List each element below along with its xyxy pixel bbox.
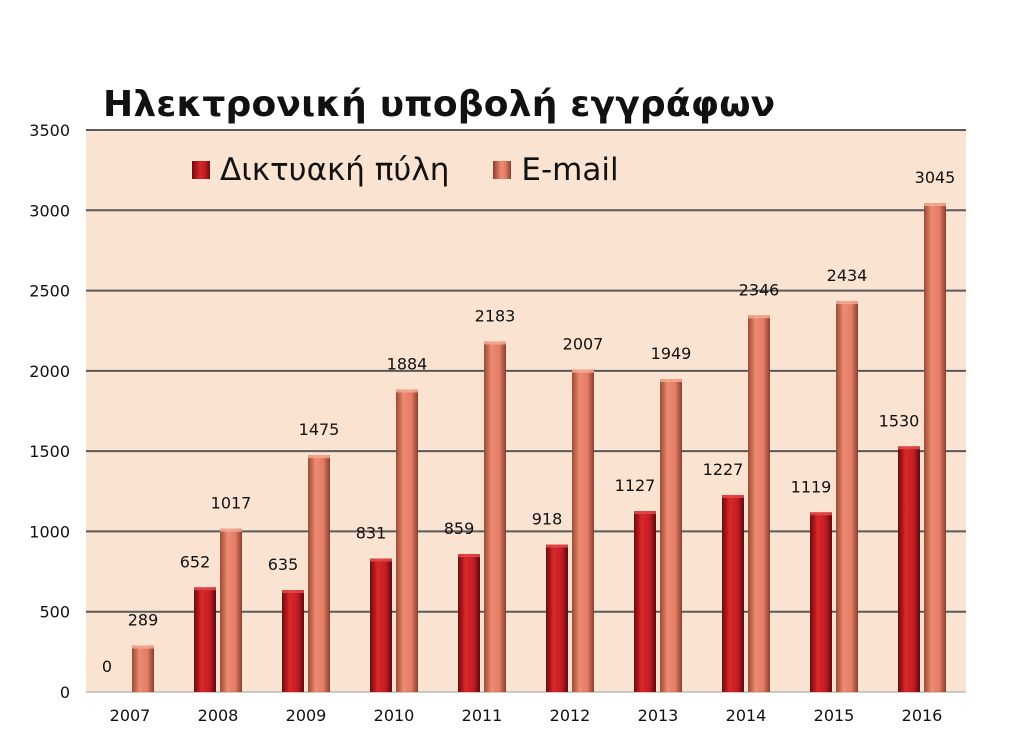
x-tick-label: 2010 [374,706,415,725]
legend-swatch-email [493,161,512,179]
bar-portal-top [282,590,304,594]
plot-area [86,130,966,692]
x-tick-label: 2014 [726,706,767,725]
bar-portal-top [898,446,920,450]
bar-portal [282,590,304,692]
y-tick-label: 1500 [29,442,70,461]
data-label-email: 3045 [915,168,956,187]
bar-email [924,203,946,692]
bar-portal [370,558,392,692]
bar-portal-top [810,512,832,516]
bar-portal [722,494,744,692]
chart-title: Ηλεκτρονική υποβολή εγγράφων [103,84,776,125]
bars [132,203,946,692]
x-tick-label: 2008 [198,706,239,725]
y-tick-label: 3500 [29,121,70,140]
legend: Δικτυακή πύλη E-mail [192,150,663,190]
bar-email-top [484,341,506,345]
x-axis: 2007 2008 2009 2010 2011 2012 2013 2014 2015 2016 [110,706,943,725]
x-tick-label: 2012 [550,706,591,725]
x-tick-label: 2013 [638,706,679,725]
bar-email [836,301,858,692]
bar-email-top [572,369,594,373]
bar-email-top [396,389,418,393]
y-tick-label: 1000 [29,522,70,541]
bar-email [572,369,594,692]
bar-email [308,455,330,692]
bar-portal [546,544,568,692]
bar-portal [194,587,216,692]
data-label-portal: 0 [102,657,112,676]
bar-email-top [836,301,858,305]
bar-email-top [924,203,946,207]
y-tick-label: 2000 [29,362,70,381]
bar-email-top [660,379,682,383]
bar-portal [634,511,656,692]
x-tick-label: 2011 [462,706,503,725]
data-label-portal: 1119 [791,477,832,496]
data-labels: 0 289 652 1017 635 1475 831 1884 859 2183 918 2007 1… [102,168,955,676]
data-label-portal: 652 [180,552,211,571]
bar-portal-top [194,587,216,591]
bar-portal [458,554,480,692]
data-label-portal: 831 [356,524,387,543]
y-tick-label: 0 [60,683,70,702]
bar-portal-top [546,544,568,548]
x-tick-label: 2016 [902,706,943,725]
legend-item-email: E-mail [493,152,619,188]
data-label-email: 289 [128,611,159,630]
bar-portal-top [722,494,744,498]
bar-portal-top [458,554,480,558]
bar-email-top [748,315,770,319]
data-label-portal: 635 [268,555,299,574]
x-tick-label: 2009 [286,706,327,725]
bar-email [396,389,418,692]
bar-email-top [308,455,330,459]
data-label-email: 2346 [739,280,780,299]
data-label-email: 1475 [299,420,340,439]
data-label-portal: 1530 [879,411,920,430]
x-tick-label: 2015 [814,706,855,725]
bar-portal [810,512,832,692]
y-tick-label: 2500 [29,282,70,301]
bar-email-top [132,645,154,649]
data-label-email: 2183 [475,306,516,325]
bar-email [220,528,242,692]
data-label-portal: 1227 [703,460,744,479]
y-axis: 0 500 1000 1500 2000 2500 3000 3500 [29,121,70,702]
data-label-email: 2007 [563,335,604,354]
data-label-email: 1884 [387,354,428,373]
data-label-email: 1017 [211,494,252,513]
bar-email [748,315,770,692]
legend-label-portal: Δικτυακή πύλη [220,152,450,188]
legend-item-portal: Δικτυακή πύλη [192,152,449,188]
data-label-portal: 1127 [615,476,656,495]
bar-portal-top [634,511,656,515]
bar-portal-top [370,558,392,562]
bar-email [132,645,154,692]
bar-email-top [220,528,242,532]
bar-email [660,379,682,692]
y-tick-label: 3000 [29,201,70,220]
bar-email [484,341,506,692]
bar-portal [898,446,920,692]
data-label-portal: 859 [444,519,475,538]
legend-label-email: E-mail [521,152,619,188]
data-label-email: 2434 [827,266,868,285]
data-label-email: 1949 [651,344,692,363]
y-tick-label: 500 [39,603,70,622]
x-tick-label: 2007 [110,706,151,725]
legend-swatch-portal [192,161,210,179]
data-label-portal: 918 [532,510,563,529]
